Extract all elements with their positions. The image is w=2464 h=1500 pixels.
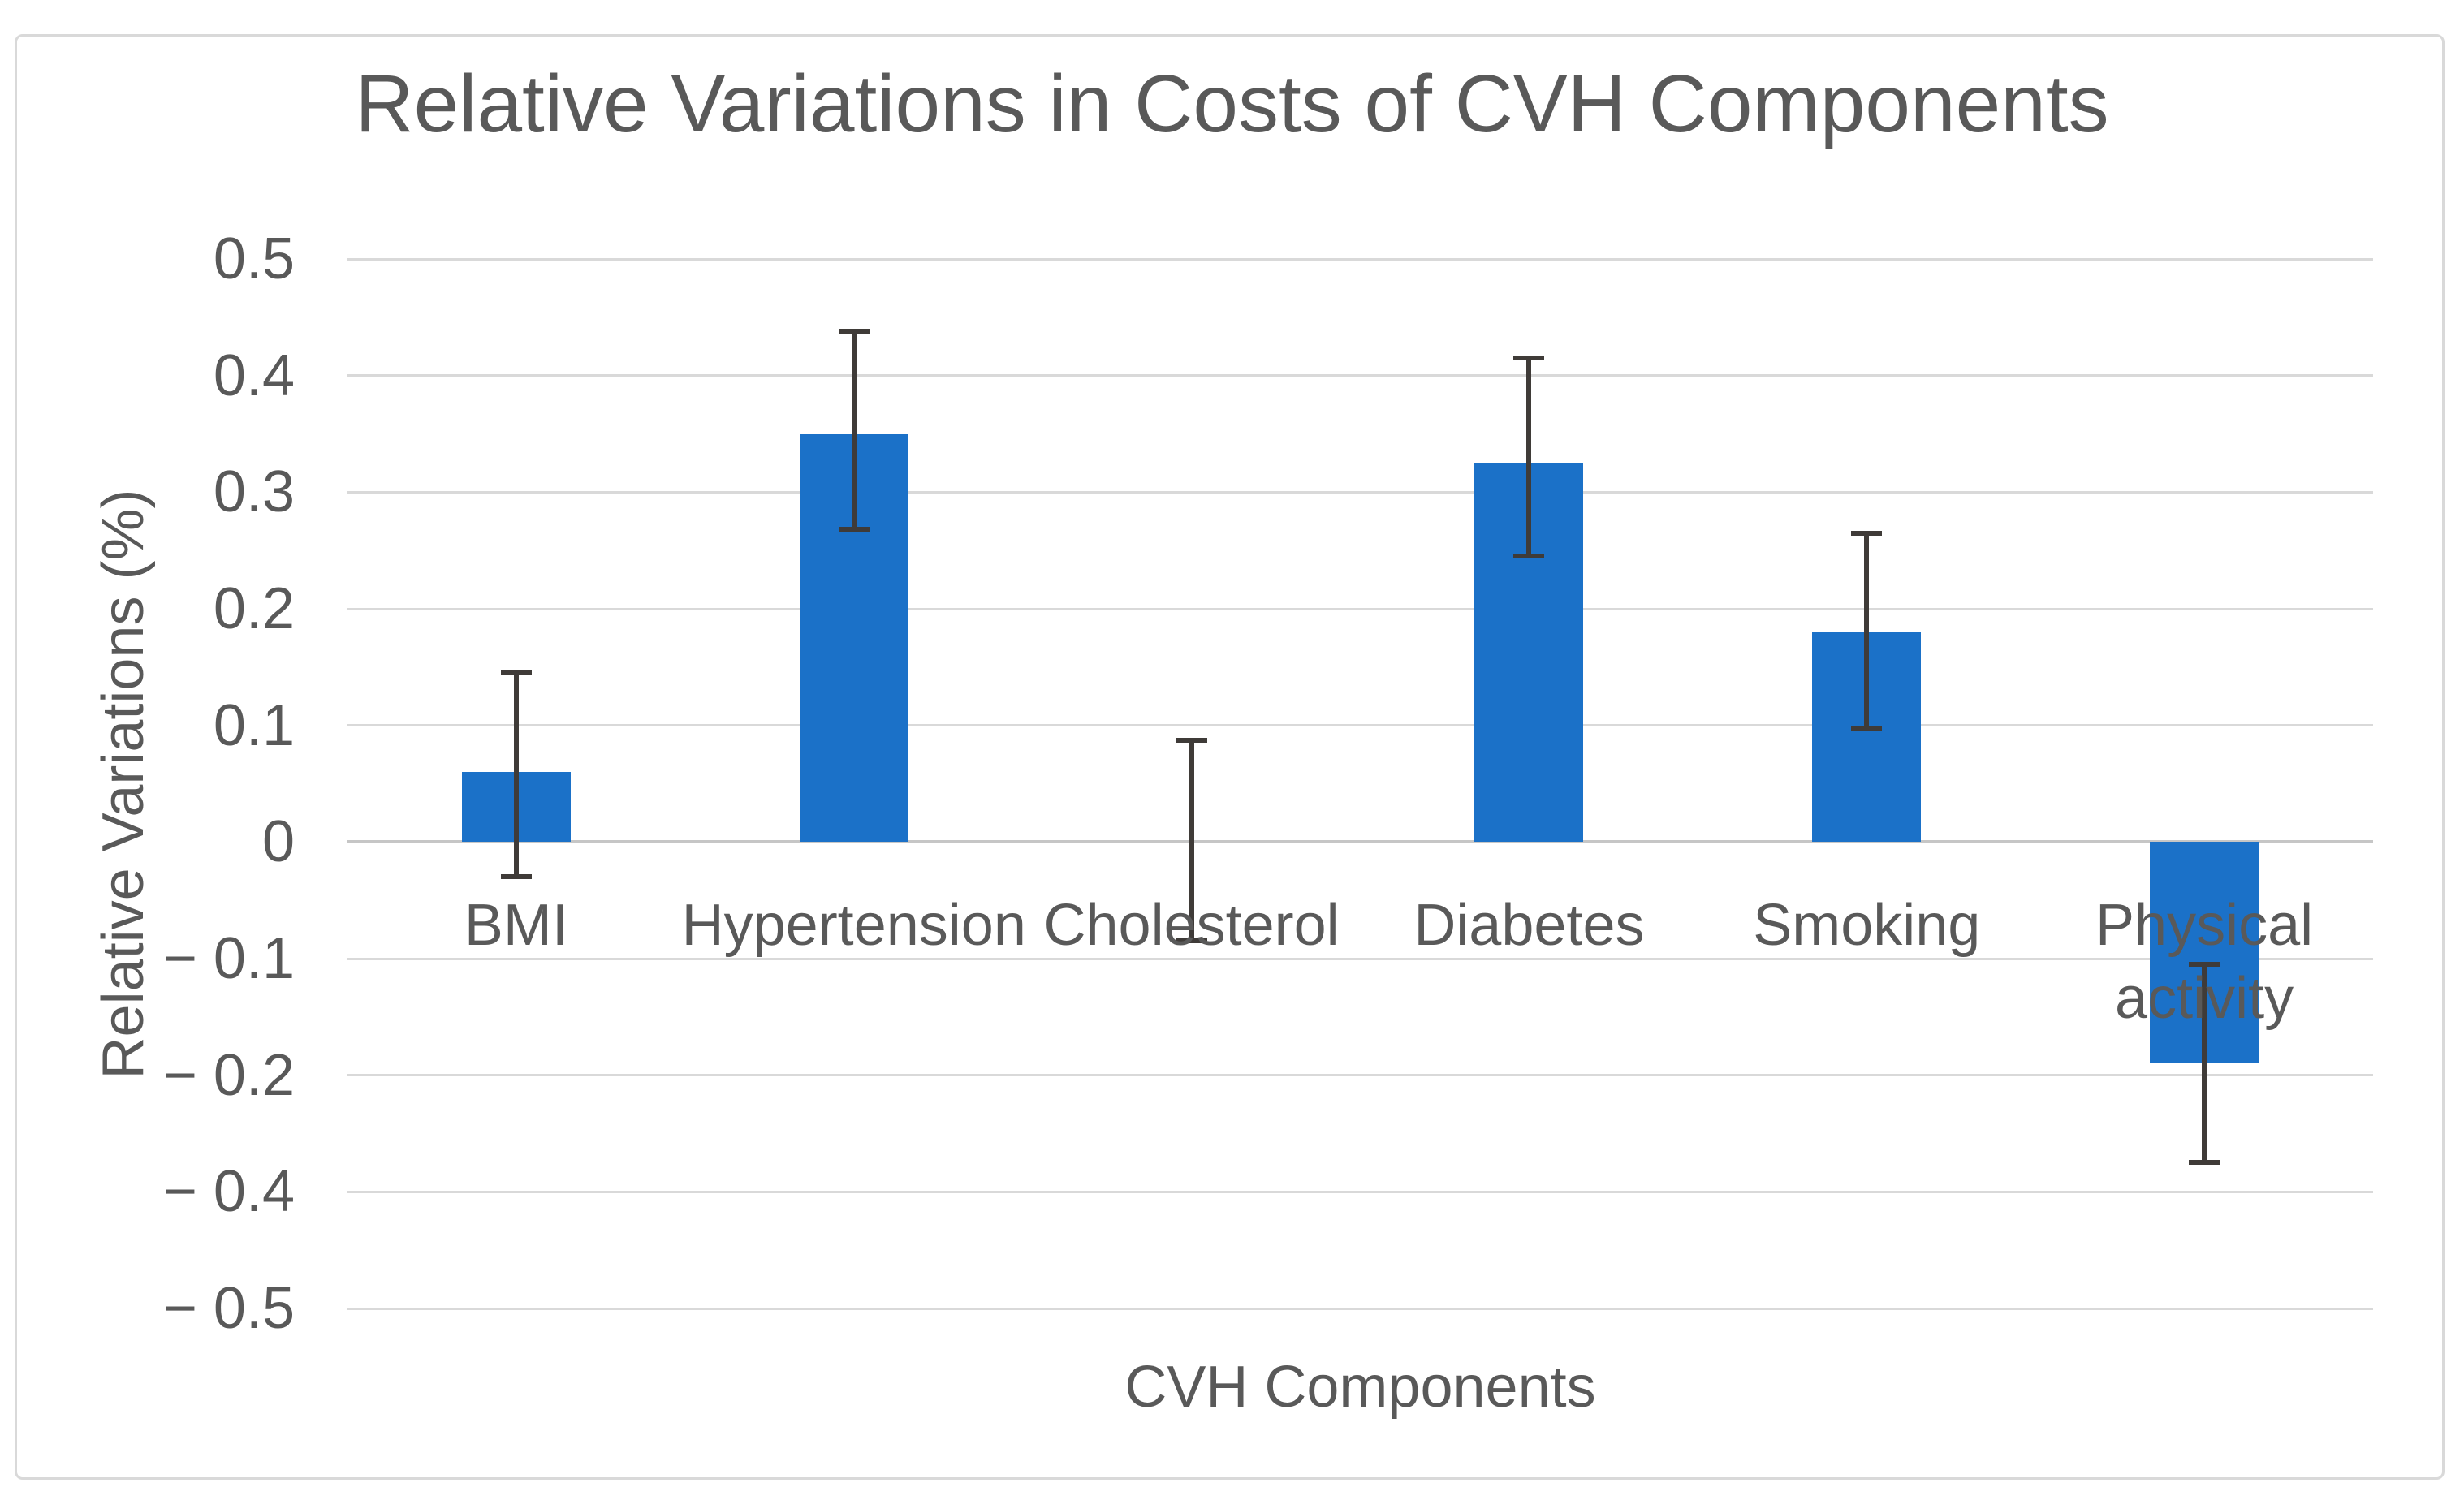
y-tick-label: − 0.4	[162, 1159, 295, 1225]
y-tick-label: 0.3	[213, 459, 295, 525]
error-bar-line	[2202, 964, 2207, 1163]
error-bar-cap	[500, 874, 532, 880]
error-bar-line	[1526, 358, 1532, 557]
category-label-physical-activity: Physical activity	[2095, 893, 2314, 1032]
error-bar-cap	[1851, 530, 1883, 536]
y-axis-title: Relative Variations (%)	[91, 489, 156, 1080]
error-bar-cap	[1851, 726, 1883, 731]
gridline	[347, 724, 2373, 727]
zero-axis-line	[347, 840, 2373, 844]
category-label-bmi: BMI	[464, 893, 568, 959]
category-label-diabetes: Diabetes	[1413, 893, 1645, 959]
chart-outer-border	[15, 34, 2445, 1480]
error-bar-cap	[2189, 1160, 2220, 1166]
y-tick-label: − 0.1	[162, 926, 295, 991]
gridline	[347, 607, 2373, 610]
gridline	[347, 957, 2373, 960]
error-bar-line	[513, 673, 519, 877]
error-bar-line	[1864, 532, 1870, 729]
gridline	[347, 1307, 2373, 1310]
y-tick-label: − 0.2	[162, 1042, 295, 1108]
error-bar-cap	[1176, 938, 1207, 944]
error-bar-cap	[1513, 554, 1545, 559]
gridline	[347, 1190, 2373, 1193]
gridline	[347, 490, 2373, 494]
error-bar-cap	[838, 527, 870, 532]
error-bar-cap	[500, 670, 532, 676]
gridline	[347, 374, 2373, 377]
error-bar-cap	[838, 329, 870, 334]
x-axis-title: CVH Components	[1124, 1355, 1596, 1420]
category-label-smoking: Smoking	[1753, 893, 1981, 959]
error-bar-cap	[1176, 738, 1207, 744]
error-bar-line	[1189, 740, 1194, 942]
y-tick-label: − 0.5	[162, 1276, 295, 1341]
y-tick-label: 0.2	[213, 576, 295, 641]
plot-area: BMI Hypertension Cholesterol Diabetes Smokin…	[347, 257, 2373, 1310]
y-tick-label: 0	[261, 809, 295, 875]
y-tick-label: 0.5	[213, 226, 295, 291]
gridline	[347, 257, 2373, 261]
category-label-cholesterol: Cholesterol	[1043, 893, 1340, 959]
category-label-hypertension: Hypertension	[681, 893, 1026, 959]
y-tick-label: 0.4	[213, 343, 295, 408]
chart-title: Relative Variations in Costs of CVH Comp…	[355, 58, 2109, 149]
error-bar-cap	[2189, 962, 2220, 968]
error-bar-line	[851, 331, 857, 530]
y-tick-label: 0.1	[213, 692, 295, 758]
error-bar-cap	[1513, 356, 1545, 361]
gridline	[347, 1074, 2373, 1077]
